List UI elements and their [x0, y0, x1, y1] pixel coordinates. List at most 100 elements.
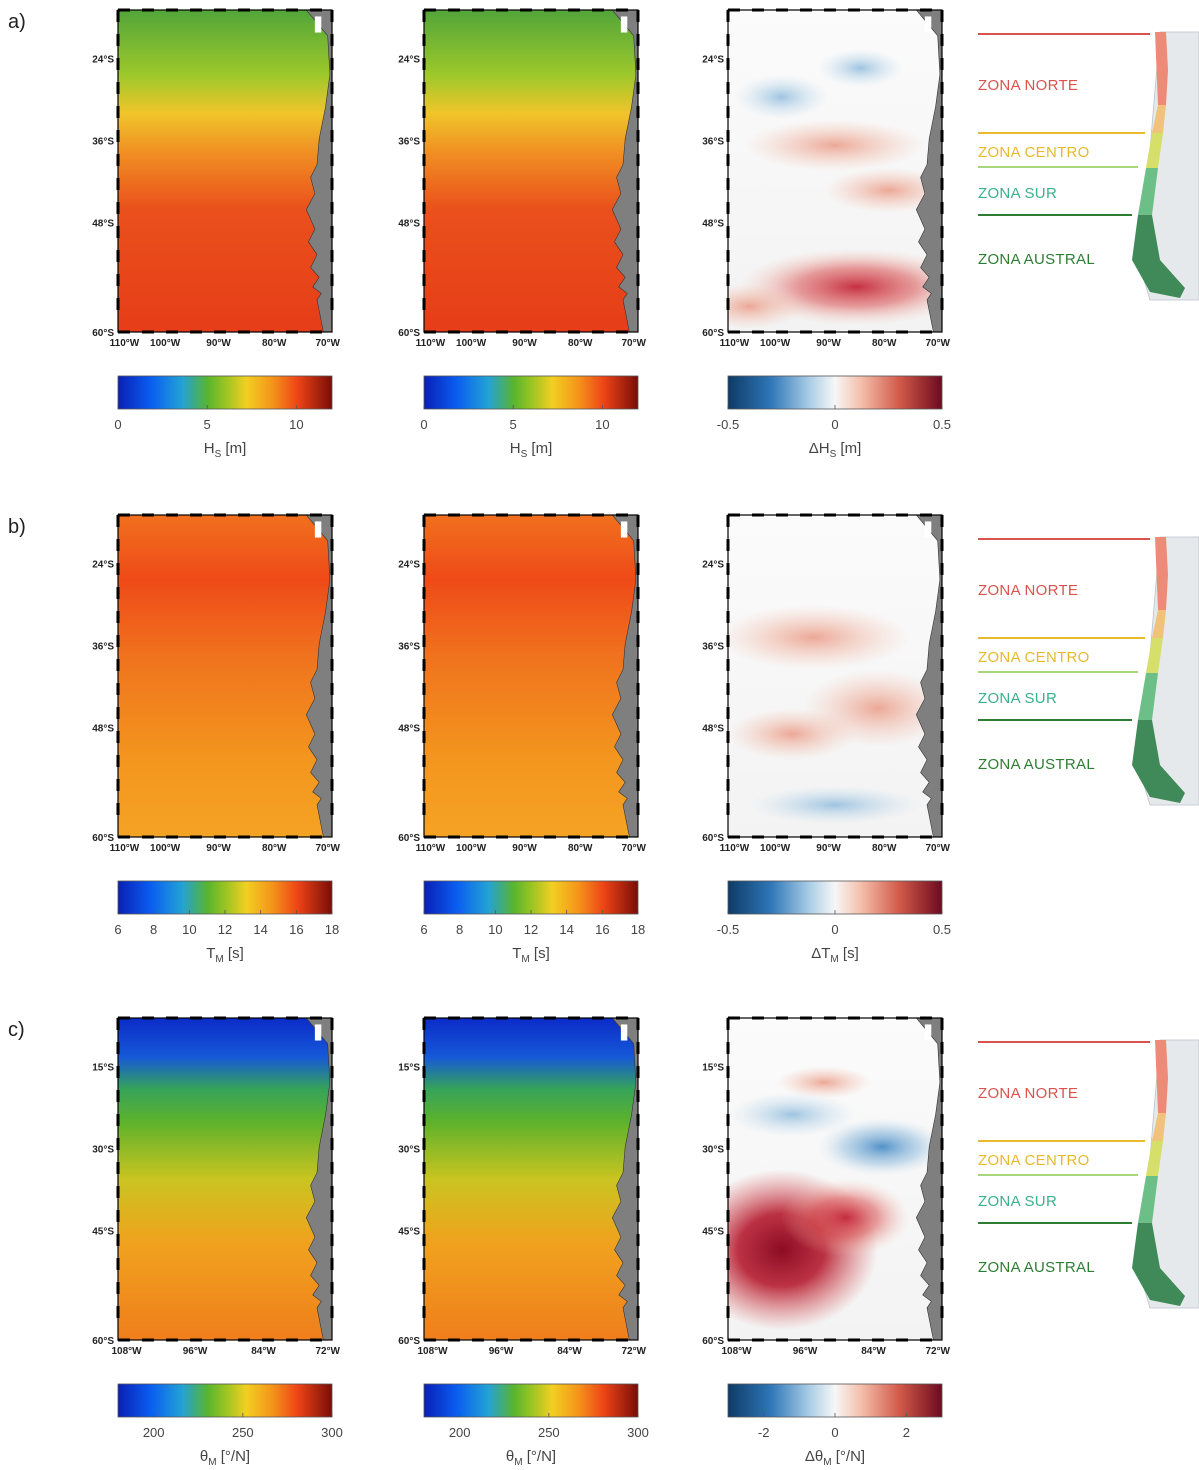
colorbar-label: ΔHS [m] — [809, 440, 862, 460]
lon-tick-label: 70°W — [925, 843, 950, 854]
colorbar — [423, 880, 639, 915]
colorbar-tick-label: 14 — [253, 922, 267, 937]
zone-label: ZONA NORTE — [978, 582, 1078, 599]
lon-tick-label: 100°W — [456, 338, 487, 349]
lon-tick-label: 90°W — [512, 338, 537, 349]
lon-tick-label: 84°W — [251, 1346, 276, 1357]
colorbar-tick-label: 5 — [510, 417, 517, 432]
zone-label: ZONA SUR — [978, 185, 1057, 202]
lon-tick-label: 90°W — [206, 338, 231, 349]
colorbar-tick-label: 10 — [289, 417, 303, 432]
colorbar-tick-label: 10 — [488, 922, 502, 937]
colorbar-tick-label: 0.5 — [933, 417, 951, 432]
lon-tick-label: 108°W — [111, 1346, 142, 1357]
colorbar-tick-label: 250 — [232, 1425, 254, 1440]
colorbar-tick-label: 12 — [218, 922, 232, 937]
lat-tick-label: 48°S — [398, 724, 420, 735]
colorbar-label: HS [m] — [204, 440, 247, 460]
zone-label: ZONA CENTRO — [978, 649, 1090, 666]
lon-tick-label: 90°W — [816, 338, 841, 349]
lon-tick-label: 80°W — [568, 338, 593, 349]
lon-tick-label: 110°W — [720, 338, 750, 349]
lon-tick-label: 80°W — [568, 843, 593, 854]
lon-tick-label: 72°W — [315, 1346, 340, 1357]
lat-tick-label: 15°S — [398, 1062, 420, 1073]
lat-tick-label: 60°S — [92, 833, 114, 844]
colorbar-tick-label: 0 — [831, 1425, 838, 1440]
lat-tick-label: 45°S — [92, 1227, 114, 1238]
panel-label: b) — [8, 516, 26, 538]
lon-tick-label: 84°W — [557, 1346, 582, 1357]
colorbar-tick-label: 18 — [325, 922, 339, 937]
colorbar-tick-label: 0 — [114, 417, 121, 432]
lat-tick-label: 60°S — [398, 833, 420, 844]
lon-tick-label: 90°W — [206, 843, 231, 854]
lat-tick-label: 60°S — [398, 1336, 420, 1347]
lon-tick-label: 110°W — [720, 843, 750, 854]
colorbar-tick-label: 10 — [595, 417, 609, 432]
lon-tick-label: 108°W — [417, 1346, 448, 1357]
lat-tick-label: 30°S — [92, 1144, 114, 1155]
colorbar — [117, 375, 333, 410]
lat-tick-label: 36°S — [92, 136, 114, 147]
colorbar — [727, 1383, 943, 1418]
lon-tick-label: 100°W — [760, 338, 791, 349]
colorbar-tick-label: 18 — [631, 922, 645, 937]
lat-tick-label: 60°S — [702, 328, 724, 339]
zone-label: ZONA CENTRO — [978, 144, 1090, 161]
lat-tick-label: 15°S — [92, 1062, 114, 1073]
lon-tick-label: 110°W — [110, 338, 140, 349]
colorbar — [727, 375, 943, 410]
lon-tick-label: 110°W — [110, 843, 140, 854]
lon-tick-label: 72°W — [925, 1346, 950, 1357]
colorbar-tick-label: 6 — [420, 922, 427, 937]
lat-tick-label: 48°S — [92, 724, 114, 735]
colorbar-label: HS [m] — [510, 440, 553, 460]
lon-tick-label: 100°W — [456, 843, 487, 854]
colorbar — [117, 880, 333, 915]
colorbar-tick-label: -0.5 — [717, 417, 739, 432]
lon-tick-label: 96°W — [183, 1346, 208, 1357]
lat-tick-label: 45°S — [702, 1227, 724, 1238]
lat-tick-label: 36°S — [398, 136, 420, 147]
colorbar-tick-label: 12 — [524, 922, 538, 937]
colorbar-tick-label: 0 — [420, 417, 427, 432]
lon-tick-label: 90°W — [816, 843, 841, 854]
lon-tick-label: 72°W — [621, 1346, 646, 1357]
panel-label: a) — [8, 11, 26, 33]
colorbar-tick-label: -2 — [758, 1425, 770, 1440]
colorbar-label: TM [s] — [206, 945, 244, 965]
lat-tick-label: 48°S — [92, 219, 114, 230]
lon-tick-label: 110°W — [416, 338, 446, 349]
zone-label: ZONA AUSTRAL — [978, 756, 1095, 773]
colorbar-tick-label: 300 — [321, 1425, 343, 1440]
colorbar-tick-label: 300 — [627, 1425, 649, 1440]
colorbar-label: ΔTM [s] — [811, 945, 859, 965]
lon-tick-label: 100°W — [150, 338, 181, 349]
colorbar-tick-label: 0 — [831, 417, 838, 432]
colorbar-tick-label: 0.5 — [933, 922, 951, 937]
lat-tick-label: 48°S — [702, 724, 724, 735]
zone-label: ZONA NORTE — [978, 77, 1078, 94]
lon-tick-label: 70°W — [621, 843, 646, 854]
colorbar-label: θM [°/N] — [200, 1448, 250, 1468]
zone-label: ZONA CENTRO — [978, 1152, 1090, 1169]
lat-tick-label: 15°S — [702, 1062, 724, 1073]
lat-tick-label: 36°S — [702, 136, 724, 147]
lon-tick-label: 80°W — [262, 843, 287, 854]
lat-tick-label: 24°S — [92, 559, 114, 570]
zone-legend: ZONA NORTE ZONA CENTRO ZONA SUR ZONA AUSTRA… — [978, 31, 1199, 301]
lon-tick-label: 70°W — [315, 843, 340, 854]
lat-tick-label: 48°S — [702, 219, 724, 230]
colorbar-tick-label: 6 — [114, 922, 121, 937]
